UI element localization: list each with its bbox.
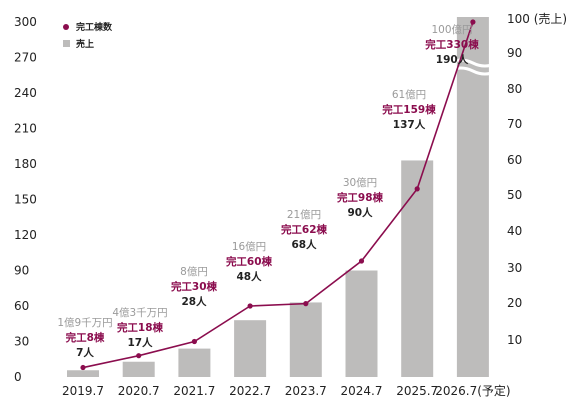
annotation-sales: 4億3千万円 [112,306,167,319]
right-tick-label: 40 [507,224,522,238]
annotation-count: 完工159棟 [382,103,436,116]
legend-marker-completions [63,24,69,30]
completions-point [303,301,309,307]
left-tick-label: 270 [14,51,37,65]
annotation-count: 完工8棟 [66,331,105,344]
x-tick-label: 2025.7 [396,384,438,398]
annotation-sales: 1億9千万円 [57,316,112,329]
annotation-people: 48人 [236,270,262,283]
right-tick-label: 50 [507,188,522,202]
right-tick-label: 20 [507,296,522,310]
annotation-count: 完工18棟 [117,321,164,334]
annotation-people: 68人 [291,238,317,251]
annotation-sales: 100億円 [431,23,472,36]
completions-line [82,21,474,369]
annotation-count: 完工98棟 [337,191,384,204]
right-tick-label: 10 [507,333,522,347]
right-tick-label: 80 [507,82,522,96]
sales-bars [67,17,498,377]
left-tick-label: 150 [14,193,37,207]
annotation-count: 完工60棟 [226,255,273,268]
left-tick-label: 0 [14,370,22,384]
left-tick-label: 210 [14,122,37,136]
annotation-sales: 16億円 [232,240,266,253]
x-tick-label: 2023.7 [285,384,327,398]
sales-bar [401,160,434,377]
annotation-people: 90人 [347,206,373,219]
sales-bar [345,270,378,377]
left-tick-label: 180 [14,157,37,171]
annotation-count: 完工30棟 [171,280,218,293]
legend: 完工棟数 売上 [63,21,113,50]
completions-point [80,364,86,371]
x-axis-ticks: 2019.7 2020.7 2021.7 2022.7 2023.7 2024.7 2025… [62,383,511,398]
sales-bar [289,302,322,377]
annotation-count: 完工330棟 [425,38,479,51]
annotation-people: 137人 [393,118,426,131]
legend-marker-sales [63,40,70,47]
sales-bar [122,361,155,377]
left-tick-label: 120 [14,228,37,242]
annotation-sales: 21億円 [287,208,321,221]
x-tick-label: 2024.7 [341,384,383,398]
x-tick-label: 2021.7 [173,384,215,398]
left-tick-label: 300 [14,15,37,29]
annotation-people: 7人 [76,346,94,359]
sales-bar [67,370,99,377]
completions-line-layer [80,19,476,371]
left-tick-label: 60 [14,299,29,313]
right-tick-label: 60 [507,153,522,167]
x-tick-label: 2022.7 [229,384,271,398]
annotation-count: 完工62棟 [281,223,328,236]
x-tick-label: 2026.7(予定) [435,383,510,398]
sales-bar [234,320,267,377]
completions-point [136,353,142,359]
annotation-people: 17人 [127,336,153,349]
completions-point [191,338,197,345]
completions-point [470,19,476,25]
sales-bar [456,17,489,377]
completions-point [358,258,365,264]
x-tick-label: 2019.7 [62,384,104,398]
completions-point [414,186,420,192]
x-tick-label: 2020.7 [118,384,160,398]
right-tick-label: 90 [507,46,522,60]
right-tick-label: 70 [507,117,522,131]
left-tick-label: 240 [14,86,37,100]
legend-label-completions: 完工棟数 [76,21,113,33]
left-axis-ticks: 0 30 60 90 120 150 180 210 240 270 300 [14,15,37,384]
annotation-people: 190人 [436,53,469,66]
left-tick-label: 90 [14,264,29,278]
left-tick-label: 30 [14,335,29,349]
axis-break-mark [448,58,498,76]
annotation-sales: 61億円 [392,88,426,101]
right-tick-label: 30 [507,261,522,275]
sales-bar [178,348,211,377]
legend-label-sales: 売上 [76,38,94,50]
annotation-sales: 30億円 [343,176,377,189]
annotation-sales: 8億円 [180,265,208,278]
annotation-people: 28人 [181,295,207,308]
right-tick-label: 100 (売上) [507,11,567,26]
right-axis-ticks: 10 20 30 40 50 60 70 80 90 100 (売上) [507,11,567,347]
completions-point [247,303,253,309]
